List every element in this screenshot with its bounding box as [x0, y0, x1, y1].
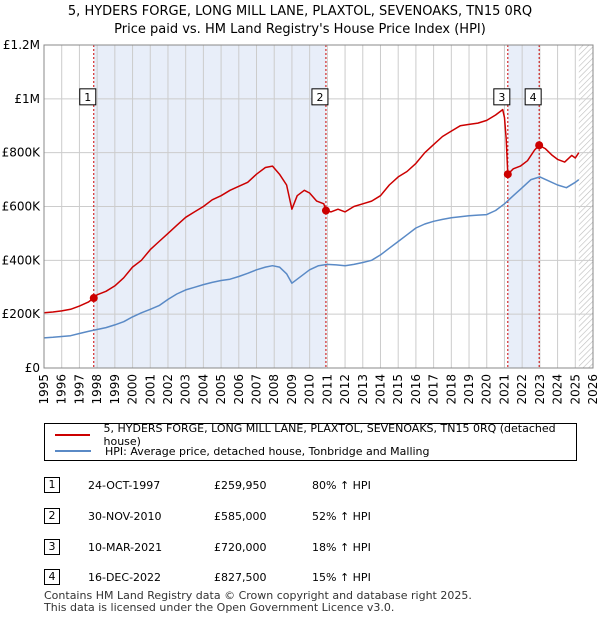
sale-number-badge: 4: [44, 569, 60, 585]
x-tick-label: 1995: [37, 374, 51, 405]
x-tick-label: 2012: [338, 374, 352, 405]
y-tick-label: £400K: [2, 253, 42, 267]
x-tick-label: 2016: [409, 374, 423, 405]
x-tick-label: 2014: [373, 374, 387, 405]
x-tick-label: 2003: [179, 374, 193, 405]
sale-number-label: 1: [84, 91, 91, 104]
legend-property-label: 5, HYDERS FORGE, LONG MILL LANE, PLAXTOL…: [103, 422, 556, 448]
sale-number-box: [311, 88, 329, 106]
y-tick-label: £800K: [2, 146, 42, 160]
x-tick-label: 1997: [72, 374, 86, 405]
x-tick-label: 2007: [250, 374, 264, 405]
sale-date: 24-OCT-1997: [88, 479, 161, 492]
x-tick-label: 2022: [515, 374, 529, 405]
y-tick-label: £600K: [2, 200, 42, 214]
sale-row: 1 24-OCT-1997 £259,950 80% ↑ HPI: [44, 477, 544, 493]
hpi-line: [43, 176, 580, 339]
legend-hpi-label: HPI: Average price, detached house, Tonb…: [105, 444, 430, 458]
sale-row: 2 30-NOV-2010 £585,000 52% ↑ HPI: [44, 508, 544, 524]
x-tick-label: 1998: [90, 374, 104, 405]
sale-hpi-change: 80% ↑ HPI: [312, 479, 371, 492]
y-tick-label: £1.2M: [3, 38, 40, 52]
x-tick-label: 2000: [126, 374, 140, 405]
price-chart: 1 2 3 4 £0 £200K £400K £600K £800K £1M £1.2M 1995 19…: [2, 38, 600, 405]
sale-number-badge: 3: [44, 539, 60, 555]
x-tick-label: 2008: [267, 374, 281, 405]
x-tick-label: 2023: [533, 374, 547, 405]
hpi-line-swatch: [55, 450, 91, 452]
x-tick-label: 2010: [303, 374, 317, 405]
sale-number-box: [524, 88, 542, 106]
x-tick-label: 2009: [285, 374, 299, 405]
footer-licence: This data is licensed under the Open Gov…: [44, 601, 395, 614]
y-tick-label: £1M: [14, 92, 40, 106]
sale-hpi-change: 52% ↑ HPI: [312, 510, 371, 523]
property-line-swatch: [55, 434, 90, 436]
x-tick-label: 2015: [391, 374, 405, 405]
x-tick-label: 2020: [480, 374, 494, 405]
sale-number-label: 4: [530, 91, 537, 104]
sale-number-box: [493, 88, 511, 106]
x-tick-label: 2013: [356, 374, 370, 405]
sale-date: 10-MAR-2021: [88, 541, 163, 554]
sale-hpi-change: 18% ↑ HPI: [312, 541, 371, 554]
sale-point: [89, 294, 98, 303]
legend-item-hpi: HPI: Average price, detached house, Tonb…: [55, 443, 430, 459]
sale-price: £585,000: [214, 510, 267, 523]
sale-price: £259,950: [214, 479, 267, 492]
x-tick-label: 2011: [320, 374, 334, 405]
chart-subtitle: Price paid vs. HM Land Registry's House …: [114, 22, 486, 37]
x-tick-label: 2005: [214, 374, 228, 405]
sale-number-badge: 2: [44, 508, 60, 524]
plot-frame: [43, 44, 594, 369]
legend-item-property: 5, HYDERS FORGE, LONG MILL LANE, PLAXTOL…: [55, 422, 576, 448]
sale-number-badge: 1: [44, 477, 60, 493]
sale-date: 30-NOV-2010: [88, 510, 162, 523]
x-tick-label: 2001: [143, 374, 157, 405]
y-tick-label: £200K: [2, 307, 42, 321]
sale-price: £720,000: [214, 541, 267, 554]
x-tick-label: 1996: [55, 374, 69, 405]
x-tick-label: 2002: [161, 374, 175, 405]
x-tick-label: 1999: [108, 374, 122, 405]
sale-number-label: 3: [498, 91, 505, 104]
x-tick-label: 2017: [427, 374, 441, 405]
sale-number-box: [79, 88, 97, 106]
sale-row: 4 16-DEC-2022 £827,500 15% ↑ HPI: [44, 569, 544, 585]
sale-hpi-change: 15% ↑ HPI: [312, 571, 371, 584]
x-tick-label: 2018: [444, 374, 458, 405]
footer-copyright: Contains HM Land Registry data © Crown c…: [44, 589, 472, 602]
chart-title: 5, HYDERS FORGE, LONG MILL LANE, PLAXTOL…: [67, 4, 533, 19]
sale-point: [503, 170, 512, 179]
legend: 5, HYDERS FORGE, LONG MILL LANE, PLAXTOL…: [44, 422, 577, 461]
x-tick-label: 2021: [497, 374, 511, 405]
footer: Contains HM Land Registry data © Crown c…: [44, 590, 472, 614]
x-tick-label: 2006: [232, 374, 246, 405]
x-tick-label: 2024: [551, 374, 565, 405]
sale-price: £827,500: [214, 571, 267, 584]
y-tick-label: £0: [25, 361, 40, 375]
x-tick-label: 2026: [586, 374, 600, 405]
x-tick-label: 2019: [462, 374, 476, 405]
sale-row: 3 10-MAR-2021 £720,000 18% ↑ HPI: [44, 539, 544, 555]
sale-point: [321, 206, 330, 215]
sale-date: 16-DEC-2022: [88, 571, 162, 584]
x-tick-label: 2025: [568, 374, 582, 405]
sale-point: [535, 141, 544, 150]
sale-number-label: 2: [316, 91, 323, 104]
x-tick-label: 2004: [196, 374, 210, 405]
